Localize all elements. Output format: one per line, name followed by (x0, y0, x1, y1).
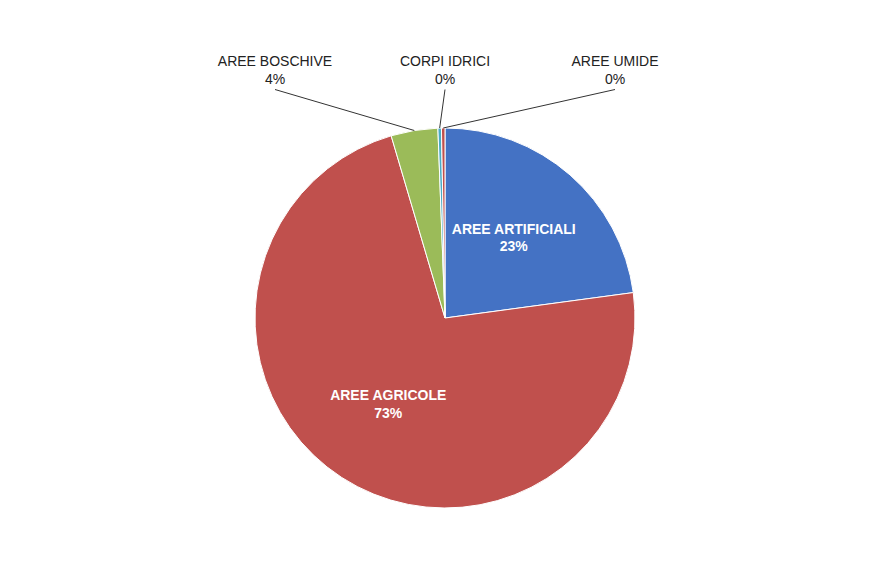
slice-label: AREE AGRICOLE 73% (330, 387, 446, 421)
category-label: CORPI IDRICI (400, 53, 490, 69)
category-label: AREE AGRICOLE (330, 387, 446, 403)
chart-svg: AREE ARTIFICIALI23%AREE AGRICOLE73%AREE … (0, 0, 890, 565)
value-label: 0% (605, 71, 625, 87)
chart-container: AREE ARTIFICIALI23%AREE AGRICOLE73%AREE … (0, 0, 890, 565)
slice-label: CORPI IDRICI 0% (400, 53, 490, 87)
value-label: 73% (374, 405, 403, 421)
page: {"chart_data": {"type": "pie", "categori… (0, 0, 890, 565)
pie-slice (441, 128, 445, 318)
pie-slice (445, 128, 633, 318)
category-label: AREE UMIDE (571, 53, 658, 69)
labels: AREE ARTIFICIALI23%AREE AGRICOLE73%AREE … (218, 53, 659, 421)
leader-line (443, 90, 615, 129)
value-label: 4% (265, 71, 285, 87)
value-label: 0% (435, 71, 455, 87)
pie-slice (438, 128, 445, 318)
value-label: 23% (500, 238, 529, 254)
slice-label: AREE ARTIFICIALI23% (452, 221, 576, 255)
leader-line (275, 90, 414, 131)
leader-line (440, 90, 445, 129)
slices (255, 128, 635, 508)
category-label: AREE ARTIFICIALI (452, 221, 576, 237)
slice-label: AREE UMIDE 0% (571, 53, 658, 87)
slice-label: AREE BOSCHIVE 4% (218, 53, 332, 87)
pie-slice (391, 128, 445, 318)
category-label: AREE BOSCHIVE (218, 53, 332, 69)
